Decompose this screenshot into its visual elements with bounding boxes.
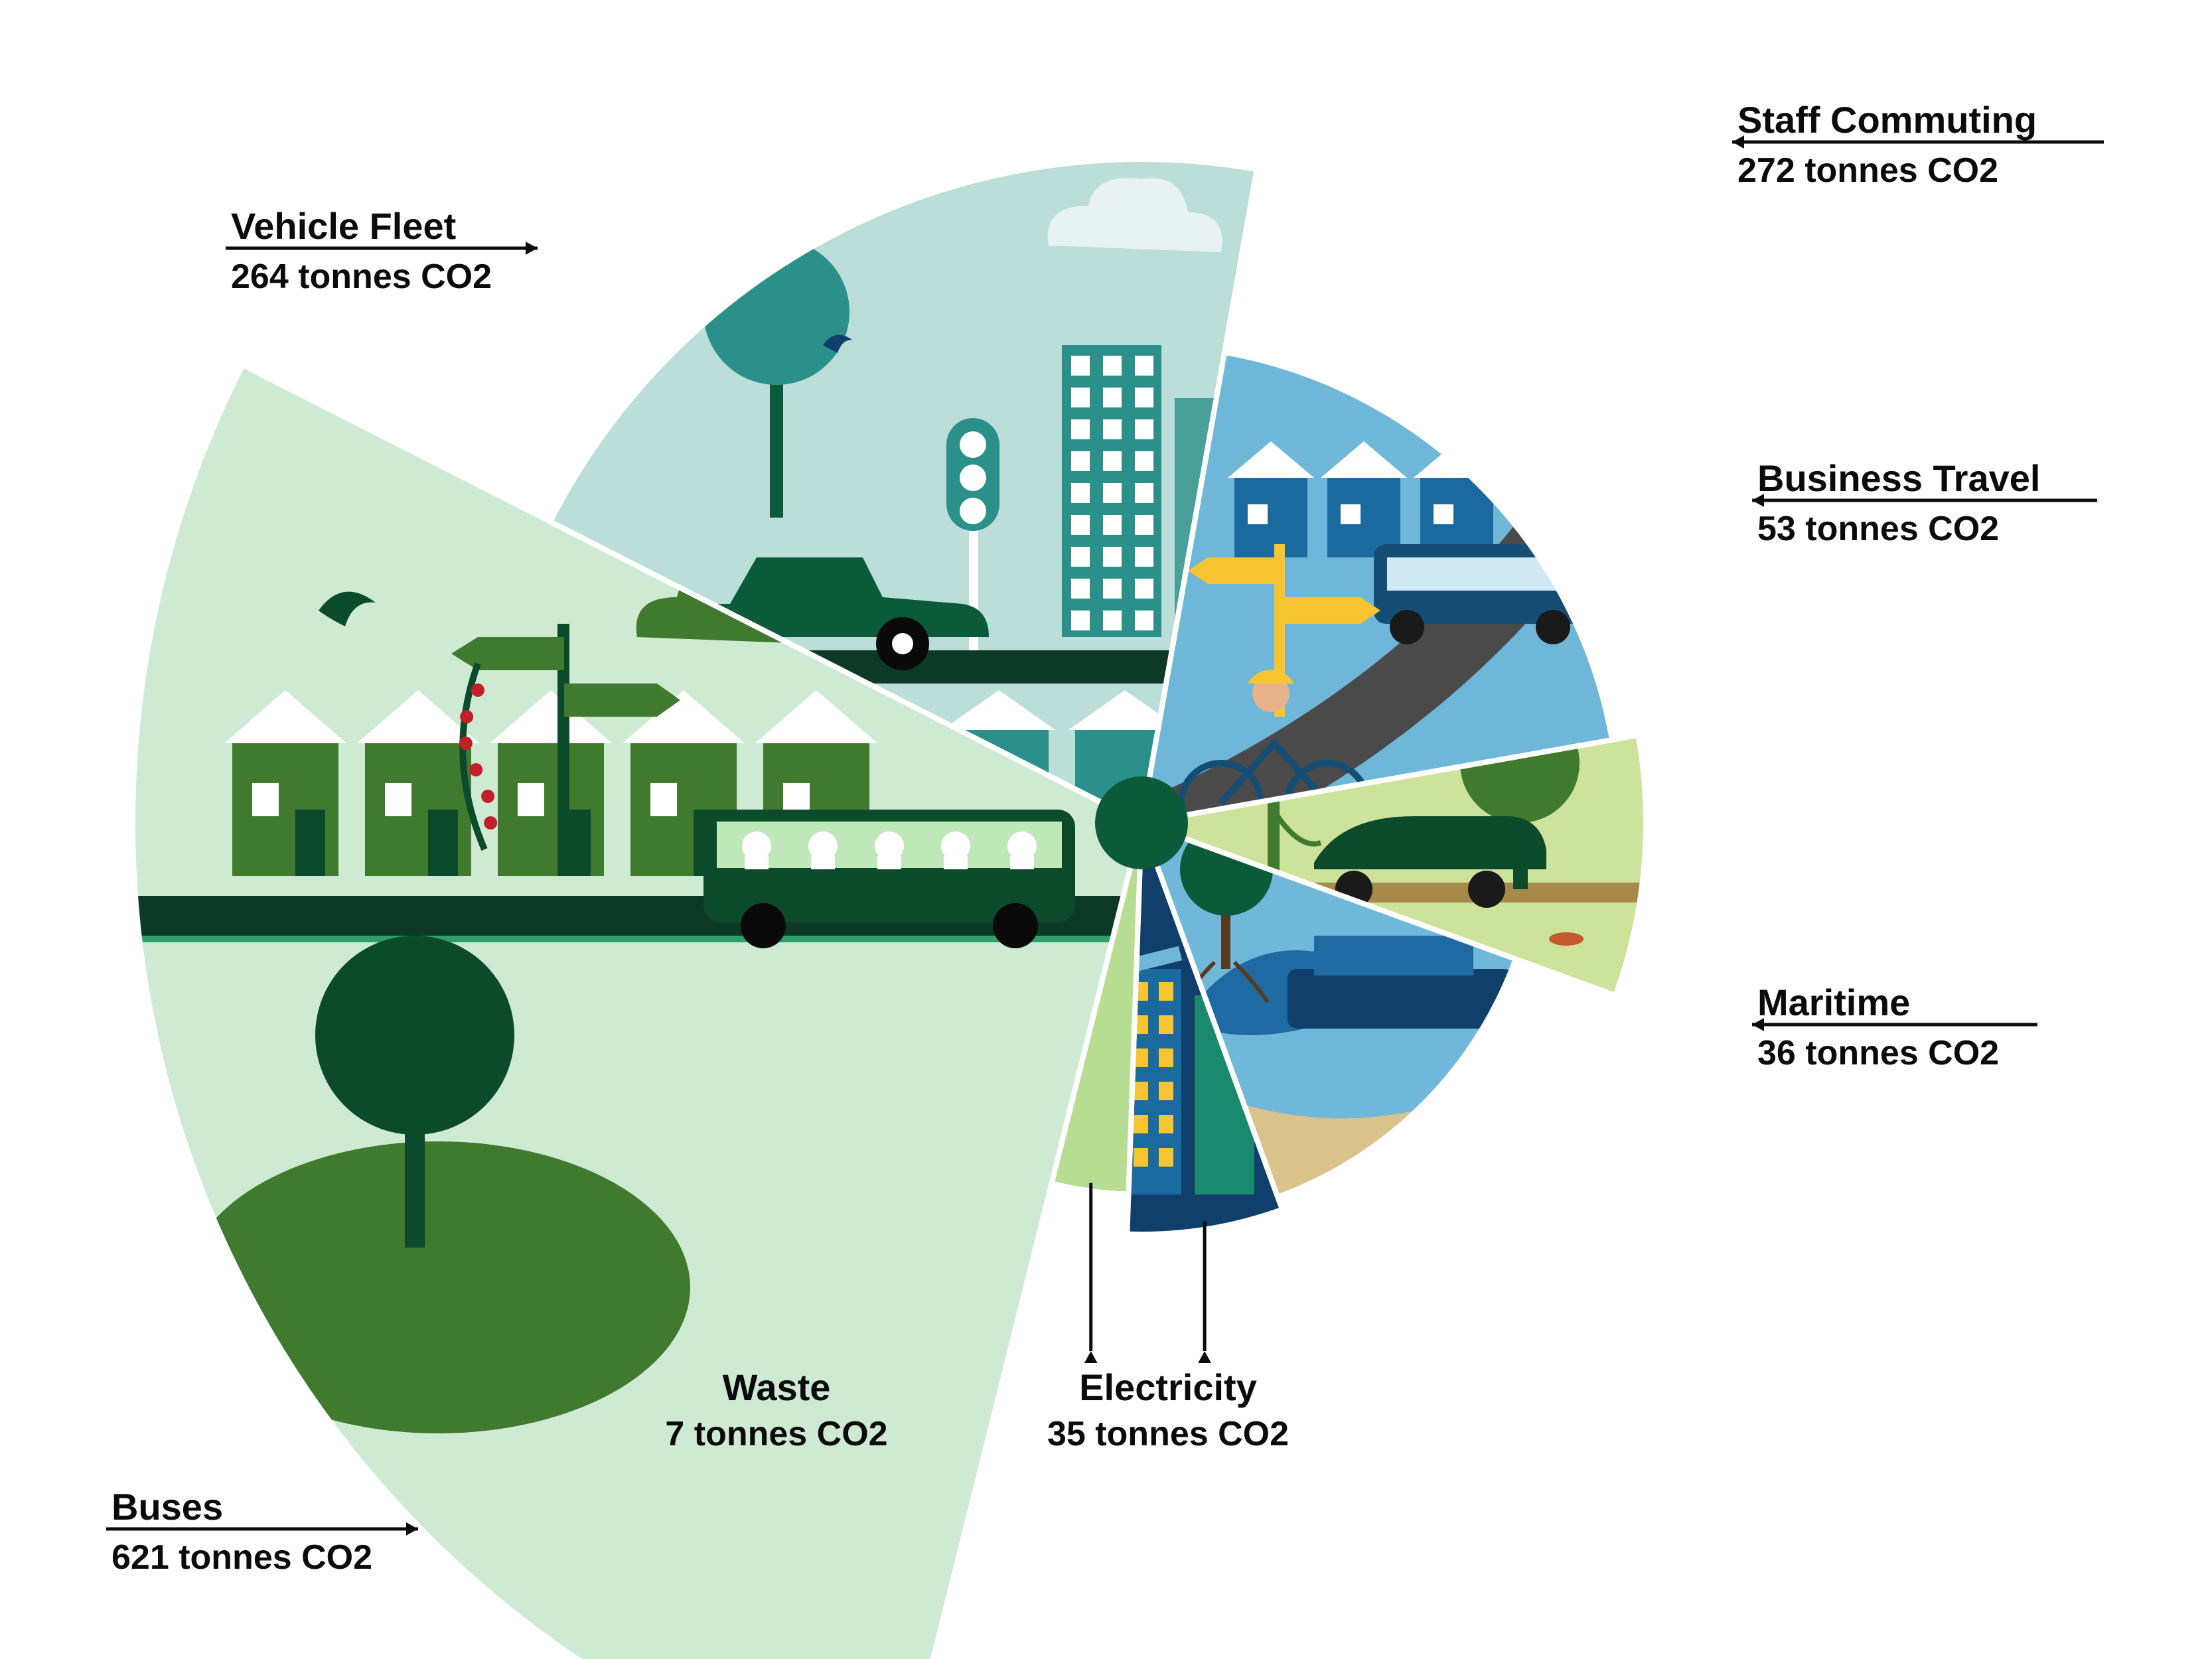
label-title: Staff Commuting	[1737, 99, 2037, 141]
label-staff-commuting: Staff Commuting 272 tonnes CO2	[1732, 99, 2104, 190]
label-title: Vehicle Fleet	[231, 205, 456, 247]
label-maritime: Maritime 36 tonnes CO2	[1752, 981, 2037, 1072]
label-title: Waste	[723, 1366, 831, 1408]
label-tonnes: 53 tonnes CO2	[1757, 510, 1999, 548]
label-tonnes: 7 tonnes CO2	[665, 1415, 887, 1453]
label-electricity: Electricity 35 tonnes CO2	[1047, 1222, 1289, 1453]
label-tonnes: 621 tonnes CO2	[111, 1538, 372, 1577]
label-title: Business Travel	[1757, 457, 2040, 499]
label-title: Maritime	[1757, 981, 1910, 1023]
label-tonnes: 35 tonnes CO2	[1047, 1415, 1289, 1453]
label-tonnes: 272 tonnes CO2	[1737, 151, 1998, 190]
label-tonnes: 36 tonnes CO2	[1757, 1034, 1999, 1072]
label-tonnes: 264 tonnes CO2	[231, 257, 492, 296]
label-title: Buses	[111, 1486, 223, 1528]
label-title: Electricity	[1079, 1366, 1257, 1408]
hub-circle	[1095, 776, 1188, 869]
label-business-travel: Business Travel 53 tonnes CO2	[1752, 457, 2097, 548]
co2-radial-pie: Staff Commuting 272 tonnes CO2 Business Tr…	[0, 0, 2212, 1659]
label-vehicle-fleet: Vehicle Fleet 264 tonnes CO2	[226, 205, 538, 296]
label-buses: Buses 621 tonnes CO2	[106, 1486, 418, 1577]
